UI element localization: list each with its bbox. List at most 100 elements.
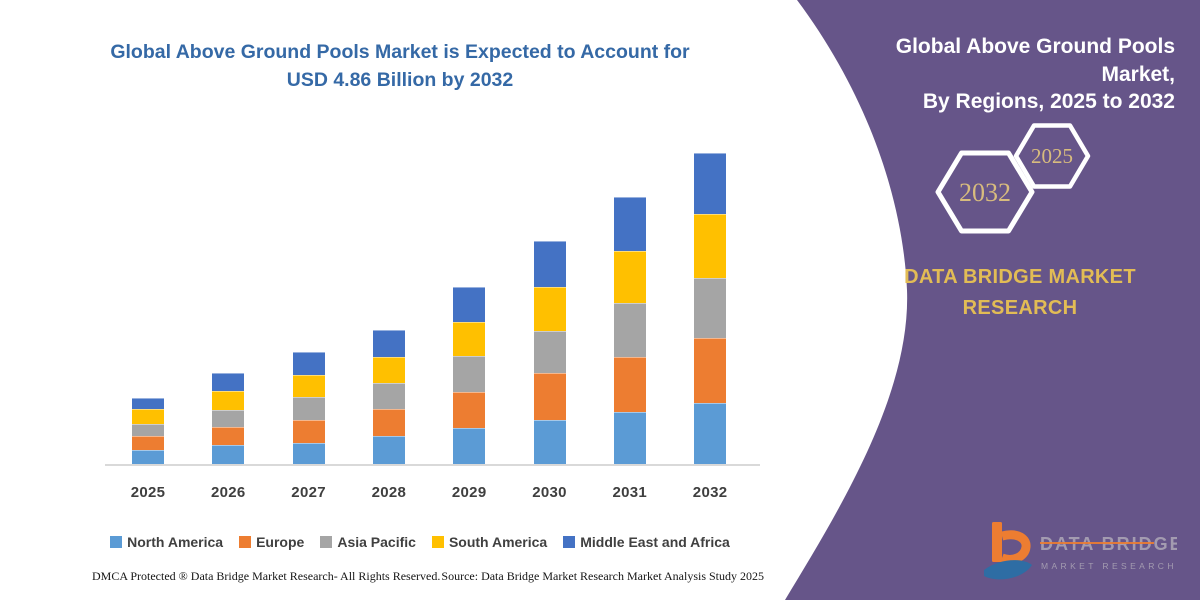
logo-b-stem-icon [992,522,1002,562]
bar-segment-2028-asia-pacific [372,382,405,409]
x-axis-label-2031: 2031 [612,484,648,501]
brand-line1: DATA BRIDGE MARKET [904,266,1136,288]
bar-segment-2029-asia-pacific [453,355,486,392]
source-text: Source: Data Bridge Market Research Mark… [441,569,764,583]
legend-swatch-icon [320,536,333,548]
stacked-bar-2029 [453,286,486,464]
hexagon-2032-outline [935,150,1035,234]
bar-segment-2031-middle-east-and-africa [613,197,646,251]
bar-segment-2027-europe [292,419,325,443]
right-panel-title-line2: By Regions, 2025 to 2032 [922,90,1175,114]
legend-swatch-icon [563,536,576,548]
bar-segment-2028-north-america [372,436,405,464]
legend-item-europe: Europe [239,534,304,550]
bar-segment-2030-middle-east-and-africa [533,241,566,287]
stacked-bar-2028 [372,329,405,464]
legend-label: South America [448,534,548,550]
bar-segment-2030-south-america [533,286,566,331]
logo-swoosh-icon [984,560,1032,580]
bar-segment-2026-north-america [212,445,245,464]
bar-segment-2029-south-america [453,321,486,356]
hexagon-2025-label: 2025 [1031,144,1073,168]
bar-segment-2032-north-america [694,403,727,464]
hexagon-badges: 2032 2025 [935,123,1091,234]
stacked-bar-2027 [292,352,325,464]
logo-b-bowl-icon [1000,530,1031,564]
x-axis-label-2029: 2029 [451,484,487,501]
x-axis-line [105,464,760,466]
bar-segment-2032-middle-east-and-africa [694,152,727,215]
bar-segment-2025-south-america [132,408,164,425]
legend-swatch-icon [239,536,252,548]
bar-segment-2028-europe [372,408,405,437]
bar-segment-2029-europe [453,391,486,429]
dmca-text: DMCA Protected ® Data Bridge Market Rese… [92,569,441,583]
footer: DMCA Protected ® Data Bridge Market Rese… [92,569,764,584]
bar-segment-2027-south-america [292,375,325,397]
bar-segment-2032-south-america [694,214,727,278]
legend-item-north-america: North America [110,534,223,550]
purple-curve-path [785,0,1200,600]
x-axis-label-2028: 2028 [371,484,407,501]
bar-segment-2025-north-america [132,449,164,464]
chart-headline-line2: USD 4.86 Billion by 2032 [286,69,514,92]
legend-label: Middle East and Africa [580,534,730,550]
hexagon-2025-outline [1013,123,1091,189]
x-axis-label-2030: 2030 [532,484,567,501]
bar-segment-2026-south-america [212,391,245,410]
bar-segment-2027-middle-east-and-africa [292,352,325,376]
bar-segment-2032-asia-pacific [694,277,727,338]
legend-swatch-icon [110,536,123,548]
right-panel-title: Global Above Ground Pools Market, By Reg… [820,33,1175,116]
stacked-bar-2025 [132,398,164,464]
legend-item-asia-pacific: Asia Pacific [320,534,416,550]
logo-underline [1040,542,1154,544]
chart-legend: North America Europe Asia Pacific South Ame… [40,534,800,550]
brand-wordmark: DATA BRIDGE MARKET RESEARCH [890,262,1150,324]
x-axis-label-2032: 2032 [692,484,728,501]
bar-segment-2026-europe [212,426,245,446]
legend-item-south-america: South America [431,534,548,550]
bar-segment-2026-asia-pacific [212,409,245,427]
bar-segment-2025-middle-east-and-africa [132,398,164,409]
bar-segment-2025-asia-pacific [132,424,164,437]
legend-label: Asia Pacific [337,534,416,550]
logo-text-bottom: MARKET RESEARCH [1041,561,1177,571]
bar-segment-2031-europe [613,357,646,413]
legend-label: North America [127,534,224,550]
right-panel-title-line1: Global Above Ground Pools Market, [895,35,1175,86]
bar-segment-2031-north-america [613,412,646,464]
stacked-bar-2026 [212,373,245,464]
bar-segment-2032-europe [694,337,727,404]
stacked-bar-2032 [694,152,727,464]
bar-segment-2031-south-america [613,250,646,303]
bar-segment-2030-asia-pacific [533,330,566,374]
x-axis-label-2025: 2025 [130,484,166,501]
brand-line2: RESEARCH [962,297,1078,319]
bar-segment-2031-asia-pacific [613,302,646,358]
stacked-bar-2031 [613,197,646,464]
bar-segment-2028-south-america [372,357,405,383]
legend-item-middle-east-and-africa: Middle East and Africa [563,534,730,550]
bar-segment-2030-europe [533,373,566,420]
chart-headline-line1: Global Above Ground Pools Market is Expe… [110,41,690,63]
bar-segment-2027-north-america [292,442,325,464]
x-axis-label-2027: 2027 [291,484,326,501]
bar-segment-2028-middle-east-and-africa [372,329,405,358]
bar-segment-2030-north-america [533,419,566,464]
bar-segment-2025-europe [132,436,164,450]
legend-swatch-icon [431,536,444,548]
hexagon-2032-label: 2032 [959,178,1011,207]
data-bridge-logo: DATA BRIDGE MARKET RESEARCH [984,522,1177,580]
bar-segment-2029-middle-east-and-africa [453,286,486,322]
legend-label: Europe [256,534,305,550]
stacked-bar-2030 [533,241,566,464]
x-axis-label-2026: 2026 [211,484,246,501]
bar-segment-2029-north-america [453,428,486,464]
bar-segment-2027-asia-pacific [292,396,325,420]
bar-chart: 2025 2026 2027 2028 2029 2030 2031 2032 [100,138,765,501]
bar-segment-2026-middle-east-and-africa [212,373,245,392]
chart-headline: Global Above Ground Pools Market is Expe… [40,38,760,95]
